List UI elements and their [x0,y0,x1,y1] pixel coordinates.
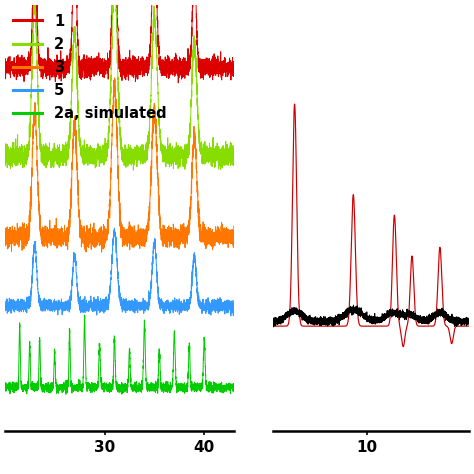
Legend: 1, 2, 3, 5, 2a, simulated: 1, 2, 3, 5, 2a, simulated [8,8,173,127]
